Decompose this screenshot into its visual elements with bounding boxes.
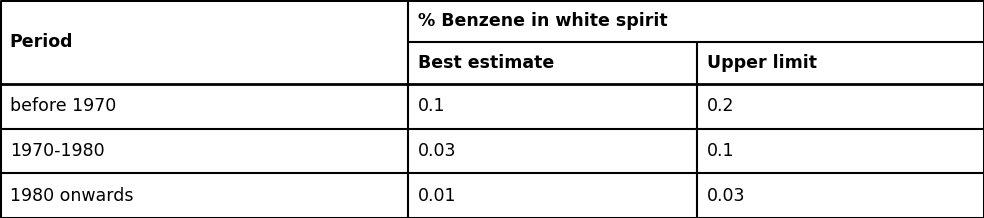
Text: 1980 onwards: 1980 onwards bbox=[10, 187, 134, 205]
Text: 0.2: 0.2 bbox=[707, 97, 734, 115]
Text: Period: Period bbox=[10, 33, 74, 51]
Text: 0.1: 0.1 bbox=[707, 142, 734, 160]
Text: % Benzene in white spirit: % Benzene in white spirit bbox=[418, 12, 668, 30]
Text: 0.03: 0.03 bbox=[418, 142, 457, 160]
Text: Upper limit: Upper limit bbox=[707, 54, 817, 72]
Text: 0.1: 0.1 bbox=[418, 97, 446, 115]
Text: 0.01: 0.01 bbox=[418, 187, 457, 205]
Text: before 1970: before 1970 bbox=[10, 97, 116, 115]
Text: Best estimate: Best estimate bbox=[418, 54, 554, 72]
Text: 0.03: 0.03 bbox=[707, 187, 745, 205]
Text: 1970-1980: 1970-1980 bbox=[10, 142, 104, 160]
